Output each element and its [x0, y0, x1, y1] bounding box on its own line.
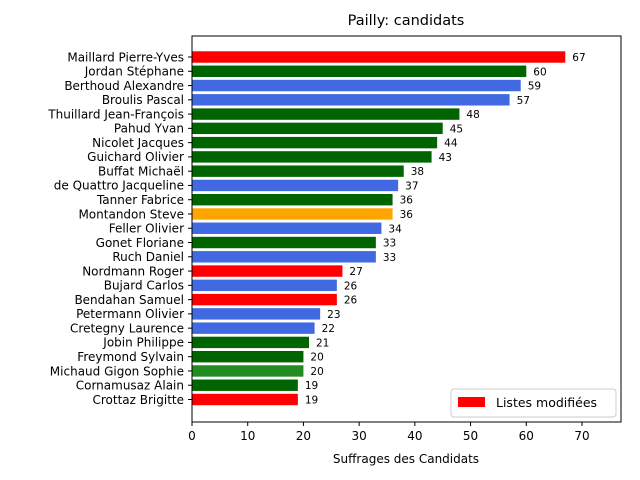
category-label: Broulis Pascal	[102, 93, 184, 107]
bar	[192, 51, 566, 63]
category-label: de Quattro Jacqueline	[54, 179, 184, 193]
data-label: 19	[305, 380, 318, 392]
bar	[192, 265, 343, 277]
category-label: Gonet Floriane	[96, 236, 184, 250]
bar	[192, 322, 315, 334]
bar	[192, 222, 382, 234]
data-label: 20	[310, 366, 323, 378]
data-label: 23	[327, 309, 340, 321]
bar	[192, 336, 309, 349]
data-label: 36	[400, 195, 414, 207]
category-label: Crottaz Brigitte	[92, 393, 184, 407]
category-label: Bendahan Samuel	[74, 293, 184, 307]
x-tick-label: 10	[240, 429, 255, 443]
bar	[192, 279, 337, 292]
data-label: 20	[310, 352, 323, 364]
bar	[192, 236, 376, 249]
data-label: 19	[305, 395, 318, 407]
x-tick-label: 50	[463, 429, 478, 443]
bar	[192, 179, 399, 192]
data-label: 38	[411, 166, 424, 178]
data-label: 26	[344, 295, 358, 307]
category-label: Tanner Fabrice	[96, 193, 184, 207]
data-label: 34	[388, 223, 402, 235]
chart-title: Pailly: candidats	[348, 13, 465, 29]
data-label: 21	[316, 337, 329, 349]
category-label: Cretegny Laurence	[70, 321, 184, 335]
data-label: 33	[383, 238, 396, 250]
x-tick-label: 40	[407, 429, 422, 443]
data-label: 43	[439, 152, 452, 164]
bar	[192, 194, 393, 206]
category-label: Freymond Sylvain	[77, 350, 184, 364]
bar	[192, 350, 304, 363]
x-tick-label: 60	[519, 429, 534, 443]
bar	[192, 165, 404, 177]
bar	[192, 365, 304, 377]
category-label: Ruch Daniel	[112, 250, 184, 264]
category-label: Buffat Michaël	[98, 164, 184, 178]
category-label: Guichard Olivier	[87, 150, 184, 164]
category-label: Jobin Philippe	[102, 336, 184, 350]
legend-label: Listes modifiées	[496, 395, 597, 410]
category-label: Jordan Stéphane	[84, 65, 184, 79]
bar	[192, 136, 438, 149]
category-label: Nicolet Jacques	[92, 136, 184, 150]
data-label: 59	[528, 81, 541, 93]
category-label: Feller Olivier	[109, 222, 184, 236]
legend-box	[450, 388, 617, 418]
bars-group	[192, 51, 566, 406]
x-axis-label: Suffrages des Candidats	[333, 452, 479, 466]
category-label: Montandon Steve	[78, 207, 184, 221]
data-label: 26	[344, 280, 358, 292]
bar	[192, 293, 337, 306]
category-label: Berthoud Alexandre	[64, 79, 184, 93]
category-label: Maillard Pierre-Yves	[67, 50, 184, 64]
data-label: 60	[533, 66, 546, 78]
category-label: Cornamusaz Alain	[76, 379, 184, 393]
data-label: 27	[349, 266, 362, 278]
data-label: 44	[444, 138, 458, 150]
bar	[192, 251, 376, 263]
bar	[192, 208, 393, 220]
data-label: 57	[517, 95, 530, 107]
bar	[192, 151, 432, 163]
bar	[192, 393, 298, 406]
bar	[192, 108, 460, 120]
category-label: Michaud Gigon Sophie	[50, 364, 184, 378]
bar	[192, 65, 527, 77]
x-tick-label: 30	[352, 429, 367, 443]
legend-swatch	[458, 397, 485, 407]
data-label: 37	[405, 180, 418, 192]
category-label: Bujard Carlos	[104, 279, 184, 293]
x-tick-label: 20	[296, 429, 311, 443]
data-label: 45	[450, 123, 463, 135]
bar	[192, 308, 321, 320]
bar	[192, 122, 443, 135]
category-label: Pahud Yvan	[114, 122, 184, 136]
data-label: 67	[572, 52, 585, 64]
data-label: 36	[400, 209, 414, 221]
data-label: 33	[383, 252, 396, 264]
plot-frame	[191, 35, 622, 423]
bar	[192, 79, 521, 92]
bar	[192, 94, 510, 106]
x-axis: 0 10 20 30 40 50 60 70	[188, 422, 590, 443]
data-label: 22	[322, 323, 335, 335]
data-label: 48	[466, 109, 479, 121]
x-tick-label: 70	[574, 429, 589, 443]
bar	[192, 379, 298, 391]
category-label: Thuillard Jean-François	[47, 107, 184, 121]
category-label: Nordmann Roger	[82, 264, 184, 278]
category-label: Petermann Olivier	[76, 307, 184, 321]
legend: Listes modifiées	[450, 388, 617, 418]
x-tick-label: 0	[188, 429, 196, 443]
